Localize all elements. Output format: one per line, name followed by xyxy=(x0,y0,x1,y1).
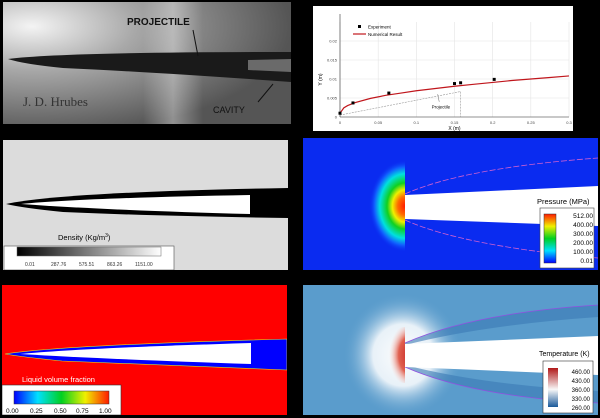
density-tick: 1151.00 xyxy=(135,262,153,268)
x-tick-label: 0.25 xyxy=(527,120,536,125)
y-tick-label: 0.02 xyxy=(329,39,338,44)
experiment-point xyxy=(387,91,391,95)
pressure-tick: 0.01 xyxy=(580,258,593,265)
pressure-legend-title: Pressure (MPa) xyxy=(537,197,590,206)
liquid-tick: 0.50 xyxy=(54,408,67,415)
y-tick-label: 0.01 xyxy=(329,77,338,82)
projectile-shape xyxy=(21,195,250,214)
y-axis-label: Y (m) xyxy=(318,73,324,85)
x-tick-label: 0 xyxy=(339,120,342,125)
density-tick: 0.01 xyxy=(25,262,35,268)
legend-numerical-label: Numerical Result xyxy=(368,32,403,37)
projectile-shape xyxy=(20,343,251,364)
experiment-point xyxy=(351,101,355,105)
x-tick-label: 0.05 xyxy=(374,120,383,125)
temperature-tick: 430.00 xyxy=(572,379,591,385)
experiment-point xyxy=(338,111,342,115)
density-legend-title: Density (Kg/m3) xyxy=(58,233,111,242)
y-tick-label: 0.005 xyxy=(327,96,338,101)
x-tick-label: 0.2 xyxy=(490,120,496,125)
numerical-result-line xyxy=(339,75,570,114)
projectile-outline xyxy=(339,91,461,117)
x-axis-label: X (m) xyxy=(448,126,461,131)
temperature-colorbar xyxy=(548,368,558,407)
y-tick-label: 0.015 xyxy=(327,58,338,63)
density-tick: 287.76 xyxy=(51,262,67,268)
cavity-label: CAVITY xyxy=(213,105,245,115)
liquid-fraction-panel: Liquid volume fraction 0.00 0.25 0.50 0.… xyxy=(2,285,287,415)
legend-experiment-label: Experiment xyxy=(368,25,392,30)
temperature-tick: 460.00 xyxy=(572,370,591,376)
liquid-tick: 0.75 xyxy=(76,408,89,415)
density-contour-panel: Density (Kg/m3) 0.01 287.76 575.51 863.2… xyxy=(3,140,288,270)
temperature-tick: 360.00 xyxy=(572,388,591,394)
annotation-arrow xyxy=(437,94,440,102)
temperature-tick: 260.00 xyxy=(572,406,591,412)
temperature-legend-title: Temperature (K) xyxy=(539,351,590,358)
pressure-contour-panel: Pressure (MPa) 512.00 400.00 300.00 200.… xyxy=(303,138,598,270)
temperature-tick: 330.00 xyxy=(572,397,591,403)
density-colorbar xyxy=(16,246,162,257)
experiment-photo-panel: PROJECTILE CAVITY J. D. Hrubes xyxy=(3,2,291,124)
photo-credit: J. D. Hrubes xyxy=(23,94,88,109)
x-tick-label: 0.3 xyxy=(566,120,572,125)
pressure-colorbar xyxy=(543,213,557,264)
experiment-point xyxy=(492,77,496,81)
legend-experiment-marker xyxy=(358,25,361,28)
liquid-tick: 0.25 xyxy=(30,408,43,415)
projectile-label: PROJECTILE xyxy=(127,17,190,28)
temperature-contour-panel: Temperature (K) 460.00 430.00 360.00 330… xyxy=(303,285,598,415)
pressure-tick: 200.00 xyxy=(573,240,593,247)
liquid-tick: 0.00 xyxy=(6,408,19,415)
pressure-tick: 300.00 xyxy=(573,231,593,238)
x-tick-label: 0.15 xyxy=(451,120,460,125)
x-tick-label: 0.1 xyxy=(414,120,420,125)
experiment-point xyxy=(453,82,456,86)
pressure-tick: 400.00 xyxy=(573,222,593,229)
liquid-colorbar xyxy=(13,390,110,405)
experiment-point xyxy=(459,81,463,85)
density-tick: 863.26 xyxy=(107,262,123,268)
liquid-tick: 1.00 xyxy=(99,408,112,415)
projectile-annotation: Projectile xyxy=(432,105,451,110)
liquid-legend-title: Liquid volume fraction xyxy=(22,375,95,384)
density-tick: 575.51 xyxy=(79,262,95,268)
pressure-tick: 512.00 xyxy=(573,213,593,220)
y-tick-label: 0 xyxy=(335,115,338,120)
cavity-profile-chart: 0 0.05 0.1 0.15 0.2 0.25 0.3 0 0.005 0.01 0.015 0.0… xyxy=(313,6,573,131)
pressure-tick: 100.00 xyxy=(573,249,593,256)
